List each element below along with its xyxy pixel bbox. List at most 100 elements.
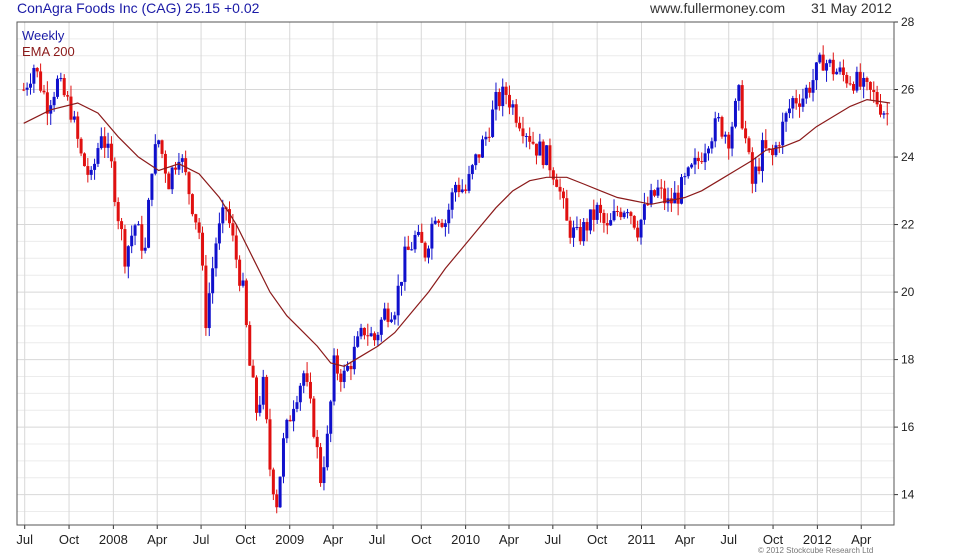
candle-down	[231, 223, 235, 236]
candle-down	[45, 92, 49, 114]
candle-down	[248, 325, 252, 366]
x-tick-label: 2009	[275, 532, 304, 547]
candle-up	[342, 370, 346, 382]
candle-up	[862, 77, 866, 87]
candle-down	[464, 189, 468, 191]
candle-down	[865, 77, 869, 82]
candle-down	[167, 173, 171, 190]
candle-down	[798, 103, 802, 107]
x-tick-label: Jul	[545, 532, 562, 547]
chart-meta: www.fullermoney.com 31 May 2012	[650, 0, 892, 16]
candle-down	[592, 209, 596, 220]
candle-up	[292, 408, 296, 422]
candle-down	[366, 335, 370, 337]
candle-down	[362, 327, 366, 336]
candle-down	[848, 83, 852, 85]
candle-up	[814, 62, 818, 81]
candle-down	[764, 140, 768, 149]
candle-up	[430, 223, 434, 249]
candle-up	[359, 327, 363, 337]
candle-down	[244, 280, 248, 326]
x-tick-label: Apr	[499, 532, 520, 547]
candle-up	[642, 204, 646, 220]
candle-down	[201, 232, 205, 266]
candle-up	[545, 145, 549, 166]
candle-down	[42, 90, 46, 93]
period-label: Weekly	[22, 28, 65, 43]
candle-up	[639, 219, 643, 238]
x-tick-label: Oct	[587, 532, 608, 547]
price-change: +0.02	[224, 0, 260, 16]
candle-up	[281, 438, 285, 477]
candle-down	[116, 202, 120, 222]
candle-down	[663, 188, 667, 204]
candle-up	[855, 71, 859, 91]
candle-up	[737, 85, 741, 101]
candle-down	[174, 167, 178, 170]
x-tick-label: 2010	[451, 532, 480, 547]
candle-down	[103, 136, 107, 148]
candle-down	[406, 246, 410, 250]
candle-down	[534, 143, 538, 156]
candle-down	[507, 94, 511, 108]
x-tick-label: 2012	[803, 532, 832, 547]
candle-down	[197, 222, 201, 233]
chart-title: ConAgra Foods Inc (CAG) 25.15 +0.02	[17, 0, 259, 16]
candle-up	[106, 143, 110, 148]
chart-date: 31 May 2012	[811, 0, 892, 16]
candle-down	[879, 104, 883, 115]
candle-up	[278, 476, 282, 508]
candle-up	[383, 308, 387, 320]
candle-up	[52, 96, 56, 106]
candle-down	[22, 89, 26, 91]
candle-down	[86, 166, 90, 175]
candle-down	[373, 333, 377, 341]
candle-up	[352, 346, 356, 370]
candle-up	[241, 280, 245, 286]
candle-up	[683, 176, 687, 178]
candle-up	[400, 281, 404, 286]
candle-down	[747, 138, 751, 153]
candle-up	[28, 83, 32, 88]
candle-down	[305, 373, 309, 382]
candle-down	[551, 170, 555, 180]
candle-up	[136, 224, 140, 226]
candle-down	[615, 211, 619, 213]
candle-down	[885, 113, 889, 115]
candle-up	[416, 231, 420, 235]
candle-up	[393, 315, 397, 320]
candle-up	[609, 220, 613, 226]
x-tick-label: Apr	[323, 532, 344, 547]
candle-down	[629, 212, 633, 216]
candle-up	[524, 135, 528, 137]
candle-down	[541, 141, 545, 166]
candle-down	[160, 140, 164, 154]
x-tick-label: Oct	[59, 532, 80, 547]
candle-down	[386, 308, 390, 322]
candle-up	[25, 87, 29, 90]
candle-up	[710, 141, 714, 149]
candle-down	[636, 227, 640, 238]
x-tick-label: Jul	[720, 532, 737, 547]
candle-down	[548, 145, 552, 171]
candle-down	[109, 143, 113, 162]
candle-up	[717, 117, 721, 119]
candle-up	[298, 385, 302, 403]
candle-down	[558, 186, 562, 192]
candle-down	[66, 95, 70, 97]
candle-down	[646, 204, 650, 206]
y-tick-label: 26	[901, 83, 915, 97]
candle-up	[723, 134, 727, 137]
candle-up	[838, 67, 842, 72]
candle-down	[528, 135, 532, 142]
candle-up	[626, 212, 630, 214]
candle-up	[491, 109, 495, 137]
candle-up	[325, 433, 329, 468]
candle-down	[123, 229, 127, 267]
candle-up	[460, 189, 464, 193]
candle-up	[329, 401, 333, 434]
candle-down	[875, 92, 879, 105]
candle-down	[605, 223, 609, 226]
candle-down	[531, 141, 535, 144]
